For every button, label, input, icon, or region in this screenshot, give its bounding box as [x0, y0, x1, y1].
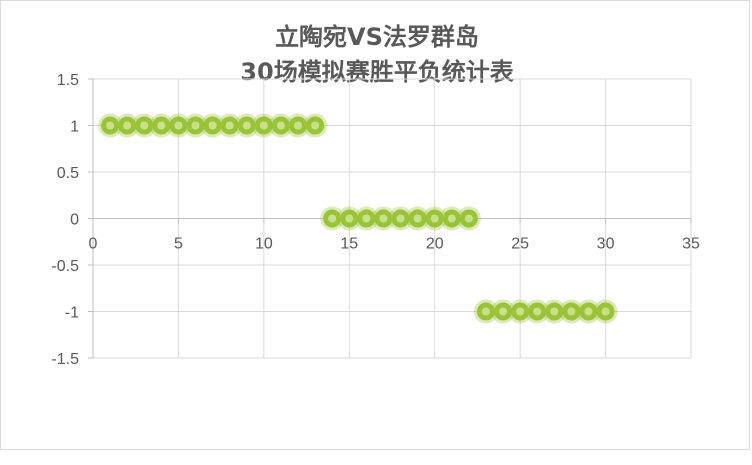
data-point: [183, 113, 208, 138]
x-tick-label: 20: [426, 236, 444, 253]
x-tick-label: 30: [597, 236, 615, 253]
y-tick-label: -0.5: [51, 258, 79, 275]
data-point: [286, 113, 311, 138]
data-point: [491, 299, 516, 324]
data-point: [251, 113, 276, 138]
data-point: [337, 206, 362, 231]
x-tick-label: 10: [255, 236, 273, 253]
data-point: [456, 206, 481, 231]
y-tick-label: 1.5: [57, 72, 79, 89]
data-points: [98, 113, 618, 324]
data-point: [439, 206, 464, 231]
data-point: [217, 113, 242, 138]
chart-title-line-2: 30场模拟赛胜平负统计表: [240, 58, 514, 86]
y-tick-label: 0.5: [57, 165, 79, 182]
data-point: [98, 113, 123, 138]
chart-title-line-1: 立陶宛VS法罗群岛: [275, 23, 479, 51]
data-point: [559, 299, 584, 324]
x-tick-label: 15: [340, 236, 358, 253]
data-point: [166, 113, 191, 138]
data-point: [388, 206, 413, 231]
data-point: [234, 113, 259, 138]
data-point: [473, 299, 498, 324]
chart-frame: 立陶宛VS法罗群岛 30场模拟赛胜平负统计表 0 5 10 15 20 25 30 35 1.5…: [0, 0, 750, 450]
x-tick-label: 5: [174, 236, 183, 253]
data-point: [320, 206, 345, 231]
data-point: [115, 113, 140, 138]
data-point: [525, 299, 550, 324]
data-point: [132, 113, 157, 138]
y-tick-label: 0: [70, 212, 79, 229]
data-point: [508, 299, 533, 324]
x-tick-label: 0: [89, 236, 98, 253]
y-tick-label: 1: [70, 119, 79, 136]
data-point: [268, 113, 293, 138]
data-point: [200, 113, 225, 138]
data-point: [149, 113, 174, 138]
data-point: [542, 299, 567, 324]
x-tick-label: 35: [682, 236, 700, 253]
data-point: [303, 113, 328, 138]
tick-labels: 0 5 10 15 20 25 30 35 1.5 1 0.5 0 -0.5 -1 -1.5: [51, 72, 700, 368]
data-point: [422, 206, 447, 231]
data-point: [405, 206, 430, 231]
y-tick-label: -1: [65, 305, 79, 322]
data-point: [354, 206, 379, 231]
x-tick-label: 25: [511, 236, 529, 253]
data-point: [576, 299, 601, 324]
scatter-chart: 立陶宛VS法罗群岛 30场模拟赛胜平负统计表 0 5 10 15 20 25 30 351.5…: [51, 23, 700, 368]
y-tick-label: -1.5: [51, 351, 79, 368]
data-point: [593, 299, 618, 324]
data-point: [371, 206, 396, 231]
